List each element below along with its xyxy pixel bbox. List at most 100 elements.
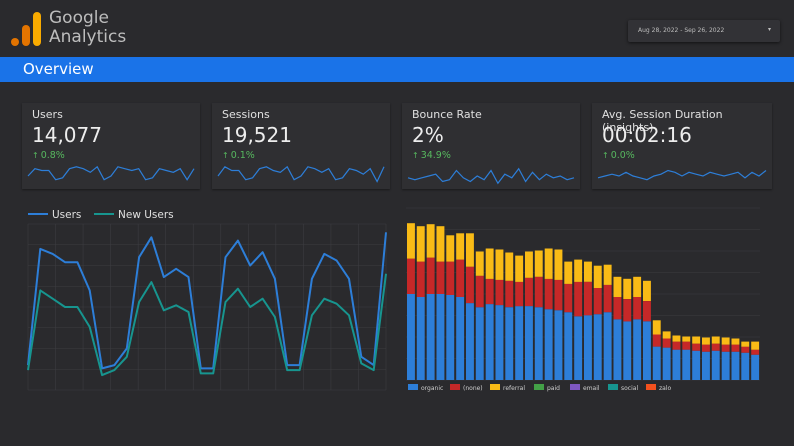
bar-segment-organic[interactable] bbox=[554, 310, 563, 380]
bar-segment-organic[interactable] bbox=[485, 304, 494, 380]
bar-segment-referral[interactable] bbox=[534, 250, 543, 277]
bar-segment-organic[interactable] bbox=[662, 347, 671, 380]
bar-segment-referral[interactable] bbox=[485, 248, 494, 279]
bar-segment-none[interactable] bbox=[564, 283, 573, 313]
legend-item[interactable]: Users bbox=[28, 209, 81, 221]
bar-segment-none[interactable] bbox=[456, 259, 465, 297]
bar-segment-none[interactable] bbox=[436, 261, 445, 294]
bar-segment-referral[interactable] bbox=[623, 278, 632, 299]
bar-segment-referral[interactable] bbox=[426, 224, 435, 258]
users-line-chart[interactable]: Users New Users bbox=[24, 204, 394, 394]
bar-segment-referral[interactable] bbox=[603, 264, 612, 285]
bar-segment-referral[interactable] bbox=[515, 255, 524, 282]
bar-segment-none[interactable] bbox=[623, 299, 632, 322]
bar-segment-referral[interactable] bbox=[692, 336, 701, 344]
bar-segment-organic[interactable] bbox=[672, 349, 681, 380]
bar-segment-none[interactable] bbox=[525, 277, 533, 307]
bar-segment-none[interactable] bbox=[407, 258, 415, 294]
bar-segment-organic[interactable] bbox=[466, 303, 474, 380]
bar-segment-organic[interactable] bbox=[574, 316, 583, 380]
legend-item[interactable]: referral bbox=[490, 384, 525, 392]
kpi-card-bounce-rate[interactable]: Bounce Rate 2% ↑ 34.9% bbox=[402, 103, 580, 189]
bar-segment-organic[interactable] bbox=[702, 351, 710, 380]
legend-item[interactable]: organic bbox=[408, 384, 443, 392]
bar-segment-referral[interactable] bbox=[702, 337, 710, 345]
bar-segment-none[interactable] bbox=[574, 281, 583, 317]
legend-item[interactable]: zalo bbox=[646, 384, 671, 392]
bar-segment-organic[interactable] bbox=[495, 305, 504, 380]
bar-segment-organic[interactable] bbox=[741, 352, 750, 380]
bar-segment-referral[interactable] bbox=[731, 338, 740, 345]
bar-segment-referral[interactable] bbox=[633, 276, 642, 297]
bar-segment-referral[interactable] bbox=[751, 341, 760, 350]
bar-segment-organic[interactable] bbox=[446, 295, 455, 380]
bar-segment-referral[interactable] bbox=[416, 226, 425, 262]
bar-segment-none[interactable] bbox=[466, 266, 474, 304]
bar-segment-referral[interactable] bbox=[456, 233, 465, 260]
bar-segment-referral[interactable] bbox=[505, 252, 514, 281]
bar-segment-none[interactable] bbox=[702, 344, 710, 352]
bar-segment-organic[interactable] bbox=[721, 351, 730, 380]
legend-item[interactable]: New Users bbox=[94, 209, 174, 221]
bar-segment-organic[interactable] bbox=[426, 294, 435, 380]
bar-segment-organic[interactable] bbox=[731, 351, 740, 380]
bar-segment-organic[interactable] bbox=[623, 321, 632, 380]
legend-item[interactable]: paid bbox=[534, 384, 560, 392]
bar-segment-referral[interactable] bbox=[711, 336, 720, 344]
bar-segment-referral[interactable] bbox=[475, 251, 484, 276]
channel-stacked-bar-chart[interactable]: organic (none) referral paid email social zalo bbox=[404, 204, 768, 400]
bar-segment-organic[interactable] bbox=[515, 306, 524, 380]
bar-segment-none[interactable] bbox=[682, 341, 691, 350]
bar-segment-referral[interactable] bbox=[544, 248, 553, 279]
bar-segment-none[interactable] bbox=[643, 301, 651, 322]
bar-segment-none[interactable] bbox=[721, 344, 730, 352]
bar-segment-organic[interactable] bbox=[682, 349, 691, 380]
bar-segment-referral[interactable] bbox=[584, 261, 592, 282]
bar-segment-organic[interactable] bbox=[652, 346, 661, 380]
bar-segment-none[interactable] bbox=[731, 344, 740, 352]
bar-segment-none[interactable] bbox=[741, 346, 750, 353]
bar-segment-none[interactable] bbox=[711, 343, 720, 351]
bar-segment-organic[interactable] bbox=[407, 294, 415, 380]
bar-segment-organic[interactable] bbox=[603, 312, 612, 380]
bar-segment-referral[interactable] bbox=[662, 331, 671, 339]
bar-segment-none[interactable] bbox=[505, 280, 514, 308]
bar-segment-none[interactable] bbox=[534, 276, 543, 308]
legend-item[interactable]: social bbox=[608, 384, 638, 392]
kpi-card-users[interactable]: Users 14,077 ↑ 0.8% bbox=[22, 103, 200, 189]
bar-segment-organic[interactable] bbox=[564, 312, 573, 380]
bar-segment-referral[interactable] bbox=[574, 259, 583, 282]
bar-segment-organic[interactable] bbox=[613, 319, 622, 380]
bar-segment-referral[interactable] bbox=[466, 233, 474, 267]
bar-segment-none[interactable] bbox=[652, 334, 661, 347]
bar-segment-referral[interactable] bbox=[564, 261, 573, 284]
bar-segment-referral[interactable] bbox=[525, 251, 533, 278]
bar-segment-none[interactable] bbox=[544, 278, 553, 310]
bar-segment-referral[interactable] bbox=[643, 280, 651, 301]
bar-segment-organic[interactable] bbox=[643, 321, 651, 380]
bar-segment-organic[interactable] bbox=[692, 350, 701, 380]
bar-segment-none[interactable] bbox=[554, 279, 563, 311]
bar-segment-referral[interactable] bbox=[554, 249, 563, 280]
bar-segment-none[interactable] bbox=[692, 343, 701, 351]
bar-segment-referral[interactable] bbox=[436, 226, 445, 262]
bar-segment-none[interactable] bbox=[475, 275, 484, 308]
bar-segment-referral[interactable] bbox=[495, 249, 504, 280]
bar-segment-referral[interactable] bbox=[721, 337, 730, 345]
bar-segment-none[interactable] bbox=[613, 297, 622, 320]
bar-segment-organic[interactable] bbox=[505, 307, 514, 380]
bar-segment-referral[interactable] bbox=[741, 341, 750, 347]
bar-segment-organic[interactable] bbox=[584, 315, 592, 380]
bar-segment-referral[interactable] bbox=[613, 276, 622, 297]
date-range-picker[interactable]: Aug 28, 2022 - Sep 26, 2022 ▾ bbox=[628, 20, 780, 42]
bar-segment-none[interactable] bbox=[593, 287, 602, 315]
bar-segment-organic[interactable] bbox=[751, 354, 760, 380]
kpi-card-sessions[interactable]: Sessions 19,521 ↑ 0.1% bbox=[212, 103, 390, 189]
bar-segment-organic[interactable] bbox=[416, 297, 425, 380]
bar-segment-none[interactable] bbox=[751, 349, 760, 355]
kpi-card-avg-session-duration[interactable]: Avg. Session Duration (insights) 00:02:1… bbox=[592, 103, 772, 189]
bar-segment-none[interactable] bbox=[426, 257, 435, 294]
legend-item[interactable]: email bbox=[570, 384, 600, 392]
bar-segment-referral[interactable] bbox=[682, 336, 691, 342]
bar-segment-none[interactable] bbox=[662, 338, 671, 348]
